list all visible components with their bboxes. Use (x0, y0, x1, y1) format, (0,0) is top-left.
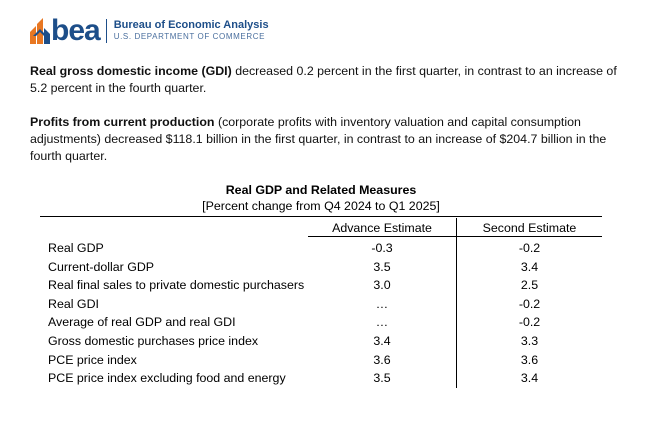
table-row: Real GDI … -0.2 (40, 295, 602, 314)
table-body: Real GDP -0.3 -0.2 Current-dollar GDP 3.… (40, 239, 602, 388)
row-second-value: 3.3 (520, 333, 539, 348)
table-top-rule (40, 216, 602, 217)
profits-paragraph-lead: Profits from current production (30, 115, 215, 129)
table-row: PCE price index 3.6 3.6 (40, 351, 602, 370)
row-second-value: -0.2 (518, 315, 541, 330)
row-second-value: 3.4 (520, 259, 539, 274)
bea-logo: bea Bureau of Economic Analysis U.S. DEP… (30, 14, 269, 48)
org-department: U.S. DEPARTMENT OF COMMERCE (113, 32, 266, 41)
row-label: PCE price index excluding food and energ… (48, 371, 286, 386)
row-second-value: -0.2 (518, 296, 541, 311)
logo-wordmark: bea (51, 14, 101, 47)
profits-paragraph-text: (corporate profits with inventory valuat… (30, 115, 607, 163)
row-advance-value: 3.6 (373, 352, 391, 367)
row-label: Real final sales to private domestic pur… (48, 278, 305, 293)
table-title: Real GDP and Related Measures (225, 183, 417, 197)
gdi-paragraph-lead: Real gross domestic income (GDI) (30, 64, 232, 78)
table-column-divider (456, 218, 457, 388)
row-second-value: 3.6 (520, 352, 539, 367)
table-header-rule (308, 236, 602, 237)
row-advance-value: … (375, 315, 389, 330)
row-advance-value: 3.0 (373, 278, 391, 293)
table-row: PCE price index excluding food and energ… (40, 369, 602, 388)
logo-divider (105, 19, 107, 43)
row-second-value: 2.5 (520, 278, 539, 293)
gdi-paragraph: Real gross domestic income (GDI) decreas… (30, 63, 630, 97)
column-header-advance: Advance Estimate (332, 221, 432, 235)
row-second-value: 3.4 (520, 371, 539, 386)
row-label: PCE price index (48, 352, 137, 367)
table-row: Current-dollar GDP 3.5 3.4 (40, 258, 602, 277)
row-label: Gross domestic purchases price index (48, 333, 259, 348)
table-row: Real final sales to private domestic pur… (40, 276, 602, 295)
org-name: Bureau of Economic Analysis (113, 19, 269, 31)
column-header-second: Second Estimate (482, 221, 577, 235)
logo-text-block: Bureau of Economic Analysis U.S. DEPARTM… (114, 20, 269, 42)
row-advance-value: 3.5 (373, 371, 391, 386)
row-label: Real GDP (48, 241, 104, 255)
row-advance-value: -0.3 (371, 241, 393, 255)
row-label: Current-dollar GDP (48, 259, 155, 274)
table-row: Gross domestic purchases price index 3.4… (40, 332, 602, 351)
gdi-paragraph-text: decreased 0.2 percent in the first quart… (30, 64, 617, 95)
row-label: Average of real GDP and real GDI (48, 315, 236, 330)
row-advance-value: 3.5 (373, 259, 391, 274)
row-label: Real GDI (48, 296, 99, 311)
table-row: Real GDP -0.3 -0.2 (40, 239, 602, 258)
row-second-value: -0.2 (518, 241, 541, 255)
bea-eagle-mark-icon (30, 18, 50, 44)
row-advance-value: 3.4 (373, 333, 391, 348)
table-row: Average of real GDP and real GDI … -0.2 (40, 313, 602, 332)
row-advance-value: … (375, 296, 389, 311)
table-subtitle: [Percent change from Q4 2024 to Q1 2025] (202, 199, 440, 213)
profits-paragraph: Profits from current production (corpora… (30, 114, 630, 165)
